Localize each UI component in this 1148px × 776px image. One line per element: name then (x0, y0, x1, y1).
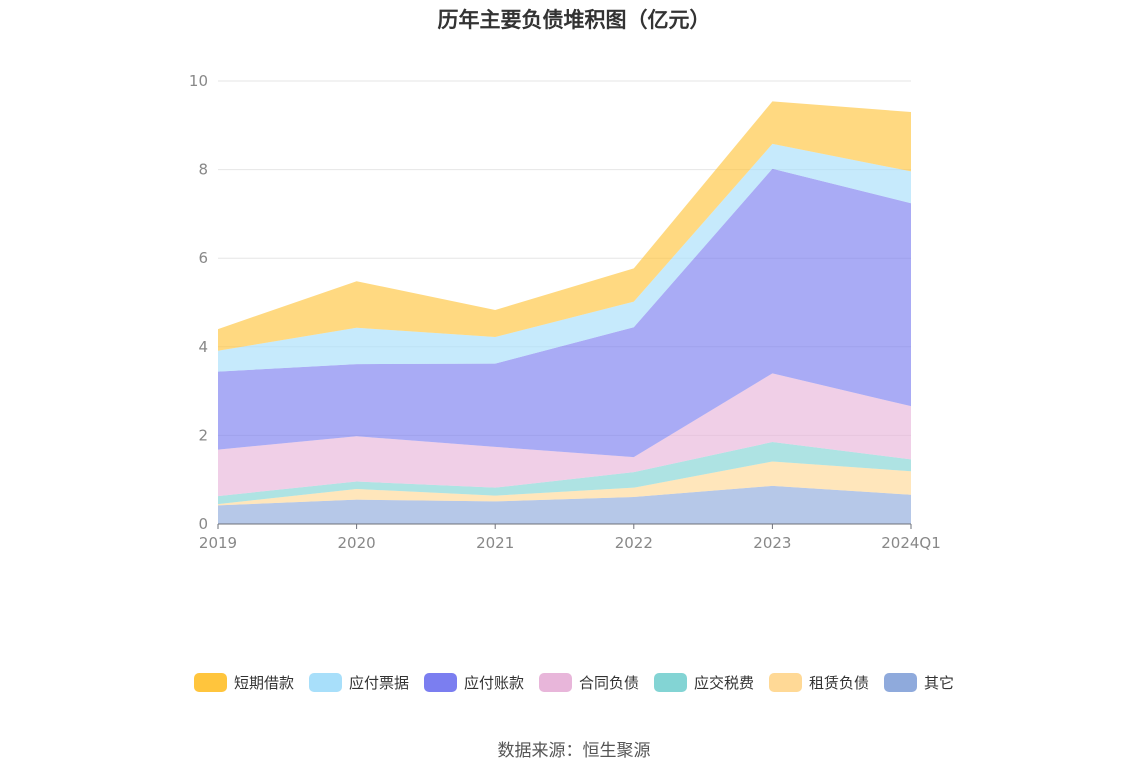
chart-plot-area: 0 2 4 6 8 10 2019 2020 2021 2022 2023 2024Q1 (189, 72, 941, 552)
legend-swatch-icon (193, 673, 227, 692)
area-series-短期借款 (218, 101, 911, 351)
legend-swatch-icon (308, 673, 342, 692)
legend-swatch-icon (884, 673, 918, 692)
area-series-应交税费 (218, 442, 911, 505)
legend-label: 租赁负债 (809, 674, 870, 692)
legend-label: 短期借款 (233, 674, 294, 692)
y-tick-label: 8 (198, 161, 208, 179)
y-tick-label: 10 (189, 72, 208, 90)
chart-title: 历年主要负债堆积图（亿元） (437, 8, 711, 32)
data-source: 数据来源：恒生聚源 (497, 741, 651, 761)
chart-legend: 短期借款 应付票据 应付账款 合同负债 应交税费 租赁负债 其它 (0, 672, 1148, 693)
x-tick-label: 2024Q1 (881, 534, 941, 552)
legend-label: 应付票据 (348, 674, 409, 692)
legend-item-short-term-loans[interactable]: 短期借款 (193, 672, 294, 693)
legend-swatch-icon (423, 673, 457, 692)
x-tick-label: 2020 (338, 534, 376, 552)
legend-item-accounts-payable[interactable]: 应付账款 (423, 672, 524, 693)
legend-swatch-icon (654, 673, 687, 692)
area-series-租赁负债 (218, 461, 911, 506)
legend-item-contract-liabilities[interactable]: 合同负债 (538, 672, 639, 693)
x-tick-label: 2019 (199, 534, 237, 552)
legend-item-lease-liabilities[interactable]: 租赁负债 (769, 672, 869, 693)
legend-label: 应交税费 (694, 674, 755, 692)
y-tick-label: 0 (198, 515, 208, 533)
area-series-应付账款 (218, 168, 911, 458)
x-tick-label: 2023 (753, 534, 791, 552)
y-tick-label: 2 (198, 426, 208, 444)
y-tick-label: 6 (198, 249, 208, 267)
area-series-合同负债 (218, 373, 911, 497)
legend-item-others[interactable]: 其它 (884, 672, 954, 693)
x-tick-label: 2022 (615, 534, 653, 552)
legend-swatch-icon (769, 673, 803, 692)
y-tick-label: 4 (198, 338, 208, 356)
legend-label: 合同负债 (578, 674, 639, 692)
legend-swatch-icon (538, 673, 572, 692)
legend-item-taxes-payable[interactable]: 应交税费 (654, 672, 754, 693)
legend-item-notes-payable[interactable]: 应付票据 (308, 672, 409, 693)
x-tick-label: 2021 (476, 534, 514, 552)
legend-label: 其它 (924, 674, 955, 692)
legend-label: 应付账款 (463, 674, 524, 692)
area-series-其它 (218, 485, 911, 524)
area-series-应付票据 (218, 143, 911, 372)
